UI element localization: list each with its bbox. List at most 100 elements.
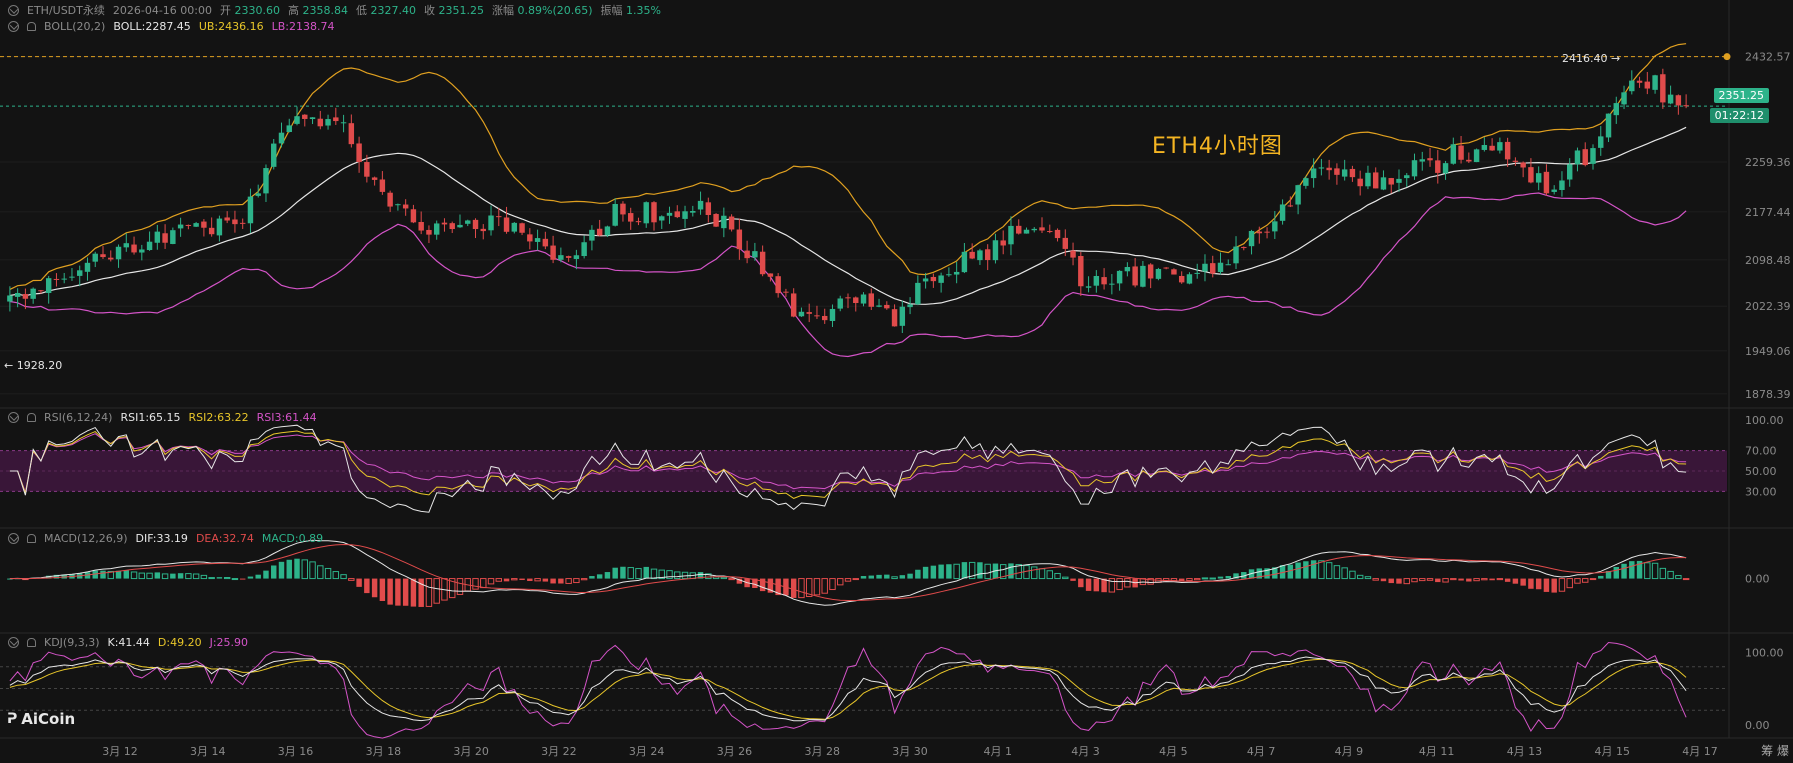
eye-icon[interactable] [8, 4, 19, 16]
macd-histogram-bar [1116, 578, 1123, 591]
candle-body [674, 211, 680, 218]
macd-histogram-bar [1396, 578, 1402, 584]
candle-body [14, 292, 21, 297]
macd-histogram-bar [1682, 578, 1690, 581]
candle-body [146, 241, 153, 251]
candle-body [534, 238, 541, 242]
macd-histogram-bar [1287, 564, 1294, 579]
candle-body [1598, 136, 1604, 148]
candle-body [1636, 80, 1643, 83]
macd-histogram-bar [1008, 563, 1014, 579]
candle-body [30, 288, 36, 299]
countdown-tag: 01:22:12 [1709, 108, 1769, 123]
candle-body [1675, 95, 1682, 106]
macd-histogram-bar [255, 574, 261, 579]
logo-text: AiCoin [21, 710, 76, 728]
bell-icon[interactable] [27, 413, 36, 422]
macd-histogram-bar [852, 578, 859, 581]
candle-body [356, 143, 362, 163]
candle-body [1116, 270, 1123, 284]
macd-histogram-bar [860, 576, 867, 579]
macd-histogram-bar [1046, 570, 1053, 580]
candle-body [1520, 162, 1526, 168]
macd-histogram-bar [348, 578, 355, 581]
candle-body [100, 254, 106, 258]
candle-body [1031, 228, 1037, 231]
candle-body [1372, 172, 1379, 189]
candle-body [651, 202, 657, 223]
dif-value: DIF:33.19 [135, 532, 188, 545]
boll-legend: BOLL(20,2) BOLL:2287.45 UB:2436.16 LB:21… [8, 20, 334, 33]
candle-body [721, 215, 727, 229]
macd-histogram-bar [1442, 578, 1449, 583]
macd-histogram-bar [115, 570, 122, 579]
macd-histogram-bar [1310, 560, 1317, 579]
macd-histogram-bar [1264, 568, 1270, 579]
candle-body [457, 224, 463, 228]
candle-body [596, 228, 603, 236]
open-value: 2330.60 [234, 4, 281, 17]
candle-body [45, 278, 52, 294]
macd-histogram-bar [200, 574, 208, 580]
candle-body [620, 203, 626, 215]
candle-body [271, 143, 277, 167]
candle-body [1442, 163, 1449, 174]
macd-histogram-bar [53, 574, 60, 579]
price-tick-label: 2432.57 [1745, 51, 1791, 64]
j-value: J:25.90 [209, 636, 249, 649]
candle-body [61, 278, 67, 280]
corner-tools[interactable]: 筹 爆 [1761, 744, 1789, 758]
candle-body [1396, 178, 1402, 183]
rsi3-line [9, 433, 1687, 495]
macd-histogram-bar [294, 558, 300, 579]
macd-histogram-bar [317, 565, 324, 580]
candle-body [915, 282, 921, 305]
macd-histogram-bar [1388, 578, 1394, 584]
candle-body [1109, 283, 1115, 285]
macd-histogram-bar [915, 569, 921, 579]
macd-histogram-bar [92, 570, 98, 579]
eye-icon[interactable] [8, 21, 19, 32]
candle-body [1590, 148, 1596, 164]
candle-body [728, 216, 735, 230]
macd-histogram-bar [961, 562, 968, 579]
bell-icon[interactable] [27, 638, 36, 647]
bell-icon[interactable] [27, 534, 36, 543]
macd-histogram-bar [395, 578, 401, 606]
macd-histogram-bar [1636, 560, 1643, 579]
candle-body [1147, 264, 1154, 279]
candle-body [682, 211, 688, 219]
datetime-label: 2026-04-16 00:00 [112, 3, 212, 17]
rsi2-line [9, 430, 1687, 499]
macd-histogram-bar [138, 572, 146, 580]
macd-histogram-bar [216, 577, 223, 579]
candle-body [783, 291, 789, 293]
macd-histogram-bar [1194, 578, 1201, 581]
candle-body [1667, 94, 1674, 104]
kdj-tick-label: 100.00 [1745, 646, 1784, 659]
macd-histogram-bar [720, 576, 728, 580]
macd-histogram-bar [1621, 563, 1627, 579]
macd-histogram-bar [1629, 561, 1635, 579]
candle-body [309, 117, 316, 120]
candle-body [1435, 160, 1441, 173]
price-tick-label: 2177.44 [1745, 206, 1791, 219]
x-tick-label: 3月 12 [102, 745, 138, 758]
eye-icon[interactable] [8, 637, 19, 648]
candle-body [1613, 103, 1619, 116]
macd-histogram-bar [146, 572, 153, 580]
candle-body [806, 312, 812, 314]
macd-histogram-bar [953, 563, 960, 580]
symbol-label: ETH/USDT永续 [27, 4, 105, 17]
candle-body [465, 220, 471, 224]
bell-icon[interactable] [27, 22, 36, 31]
candle-body [340, 122, 347, 124]
eye-icon[interactable] [8, 533, 19, 544]
candle-body [1652, 75, 1658, 90]
eye-icon[interactable] [8, 412, 19, 423]
macd-histogram-bar [1380, 578, 1387, 582]
candle-body [744, 250, 750, 259]
logo-icon: ᕈ [7, 711, 18, 727]
macd-histogram-bar [1651, 562, 1659, 580]
